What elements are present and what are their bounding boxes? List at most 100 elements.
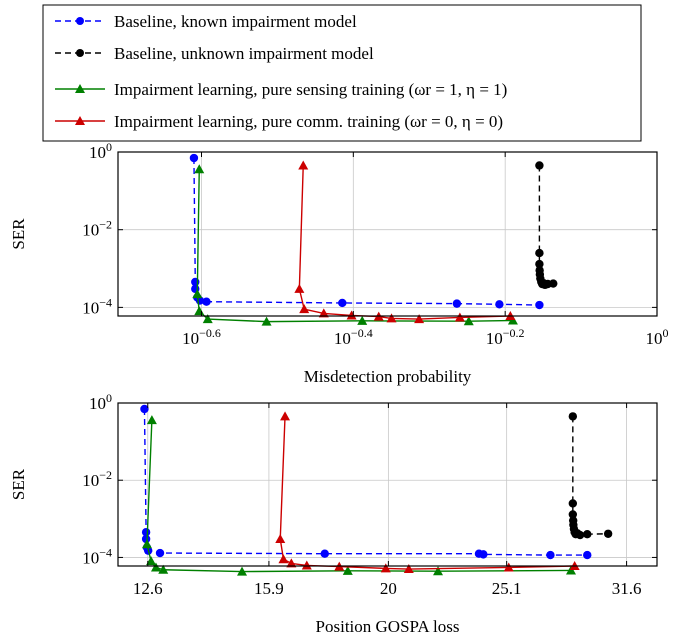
data-point: [346, 310, 357, 320]
legend-label: Baseline, known impairment model: [114, 12, 357, 31]
data-point: [568, 499, 578, 508]
y-tick-label: 10−4: [82, 545, 112, 567]
legend-label: Baseline, unknown impairment model: [114, 44, 374, 63]
x-tick-label: 20: [380, 579, 397, 598]
series-comm-training: [294, 160, 516, 324]
legend-marker-sensing: [55, 84, 105, 93]
data-point: [194, 164, 205, 174]
data-point: [603, 529, 613, 538]
legend-label: Impairment learning, pure comm. training…: [114, 112, 503, 131]
data-point: [568, 510, 578, 519]
data-point: [535, 161, 544, 170]
x-axis-label: Position GOSPA loss: [316, 617, 460, 635]
x-tick-label: 25.1: [492, 579, 522, 598]
data-point: [286, 558, 297, 568]
legend: Baseline, known impairment model Baselin…: [42, 4, 642, 142]
data-point: [535, 248, 544, 258]
x-tick-label: 10−0.4: [334, 326, 373, 348]
plot-frame: [117, 402, 658, 567]
data-point: [546, 550, 555, 560]
data-point: [479, 550, 488, 559]
data-point: [141, 528, 151, 537]
series-line: [298, 165, 511, 320]
legend-marker-baseline-known: [55, 17, 105, 25]
series-baseline-known: [189, 153, 544, 310]
data-point: [503, 562, 514, 572]
data-point: [192, 289, 203, 299]
x-tick-label: 10−0.2: [486, 326, 525, 348]
plot-frame: [117, 151, 658, 317]
data-point: [568, 412, 578, 421]
data-point: [318, 308, 329, 318]
series-baseline-unknown: [535, 161, 558, 290]
x-tick-label: 12.6: [133, 579, 163, 598]
data-point: [386, 313, 397, 323]
data-point: [583, 529, 592, 539]
series-line: [279, 416, 575, 570]
data-point: [342, 565, 353, 575]
series-comm-training: [275, 411, 580, 574]
data-point: [583, 550, 592, 560]
data-point: [452, 299, 462, 308]
data-point: [146, 415, 157, 425]
series-line: [143, 408, 588, 556]
data-point: [155, 548, 165, 558]
x-axis-label: Misdetection probability: [304, 367, 472, 386]
data-point: [575, 530, 585, 540]
x-tick-label: 100: [646, 326, 669, 348]
data-point: [261, 316, 272, 326]
data-point: [140, 404, 149, 414]
legend-label: Impairment learning, pure sensing traini…: [114, 80, 507, 99]
data-point: [433, 566, 444, 576]
grid: [118, 402, 657, 566]
series-line: [146, 420, 571, 573]
y-axis-label: SER: [9, 218, 28, 250]
series-line: [193, 158, 540, 306]
series-sensing-training: [141, 415, 576, 576]
series-line: [196, 169, 513, 323]
data-point: [463, 316, 474, 326]
data-point: [535, 259, 544, 269]
data-point: [237, 566, 248, 576]
y-tick-label: 100: [89, 140, 112, 162]
data-point: [275, 534, 286, 544]
data-point: [299, 304, 310, 314]
data-point: [280, 411, 291, 421]
series-baseline-unknown: [568, 412, 613, 540]
data-point: [278, 554, 289, 564]
data-point: [150, 562, 161, 572]
y-tick-label: 10−2: [82, 218, 112, 240]
data-point: [189, 153, 199, 163]
data-point: [414, 314, 425, 324]
data-point: [141, 539, 152, 549]
data-point: [158, 564, 169, 574]
series-baseline-known: [140, 404, 592, 560]
data-point: [380, 563, 391, 573]
legend-entry: Impairment learning, pure sensing traini…: [55, 80, 507, 99]
data-point: [338, 298, 347, 308]
data-point: [294, 283, 305, 293]
series-line: [572, 416, 609, 536]
data-point: [357, 315, 368, 325]
data-point: [298, 160, 309, 170]
data-point: [146, 556, 157, 566]
x-tick-label: 31.6: [612, 579, 642, 598]
data-point: [320, 549, 329, 558]
data-point: [403, 564, 414, 574]
legend-box: [42, 4, 642, 142]
data-point: [454, 312, 465, 322]
legend-entry: Baseline, unknown impairment model: [55, 44, 374, 63]
legend-marker-comm: [55, 116, 105, 125]
legend-marker-baseline-unknown: [55, 49, 105, 57]
y-axis-label: SER: [9, 468, 28, 500]
data-point: [141, 534, 151, 544]
data-point: [535, 300, 544, 310]
data-point: [549, 279, 558, 288]
y-tick-label: 10−4: [82, 295, 112, 317]
y-tick-label: 10−2: [82, 468, 112, 490]
x-tick-label: 15.9: [254, 579, 284, 598]
y-tick-label: 100: [89, 391, 112, 413]
legend-entry: Impairment learning, pure comm. training…: [55, 112, 503, 131]
data-point: [495, 300, 504, 309]
